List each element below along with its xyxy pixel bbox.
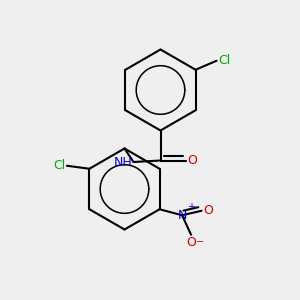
Text: O: O bbox=[186, 236, 196, 249]
Text: O: O bbox=[188, 154, 197, 167]
Text: −: − bbox=[196, 237, 205, 247]
Text: N: N bbox=[177, 209, 187, 222]
Text: Cl: Cl bbox=[53, 159, 65, 172]
Text: NH: NH bbox=[113, 155, 132, 169]
Text: +: + bbox=[188, 202, 196, 212]
Text: Cl: Cl bbox=[218, 54, 230, 67]
Text: O: O bbox=[203, 204, 213, 217]
